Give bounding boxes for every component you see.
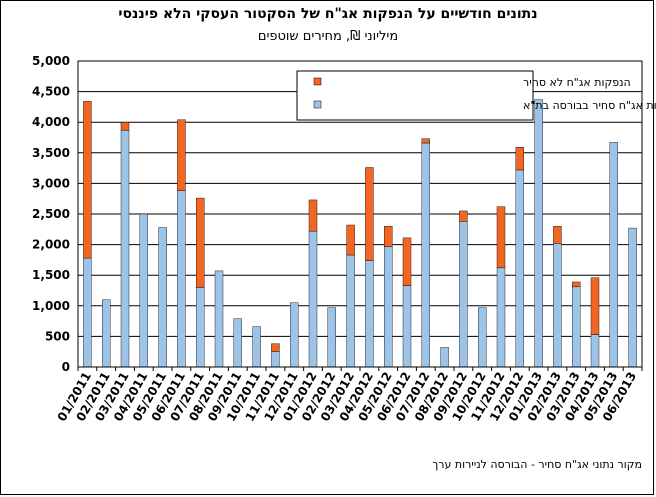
bar-listed bbox=[459, 221, 468, 368]
bar-unlisted bbox=[271, 343, 280, 352]
bar-listed bbox=[628, 227, 637, 368]
y-tick-labels: 0 500 1,000 1,500 2,000 2,500 3,000 3,500 4,000 4… bbox=[32, 54, 70, 374]
bar-unlisted bbox=[120, 121, 130, 131]
bar-unlisted bbox=[308, 199, 318, 232]
bar-listed bbox=[120, 129, 130, 368]
y-tick-label: 5,000 bbox=[32, 54, 70, 68]
bar-unlisted bbox=[515, 147, 524, 171]
legend-label-listed: הנפקות אג"ח סחיר בבורסה בת"א bbox=[523, 99, 656, 112]
y-tick-label: 500 bbox=[45, 329, 70, 343]
bar-unlisted bbox=[496, 206, 506, 269]
y-tick-label: 3,500 bbox=[32, 146, 70, 160]
bar-listed bbox=[290, 302, 299, 368]
bar-listed bbox=[139, 213, 149, 368]
bar-unlisted bbox=[572, 281, 581, 288]
bar-listed bbox=[177, 190, 186, 368]
bar-unlisted bbox=[421, 138, 430, 144]
bar-listed bbox=[252, 326, 261, 368]
y-tick-label: 0 bbox=[62, 360, 70, 374]
axes bbox=[77, 60, 643, 371]
bar-listed bbox=[271, 351, 280, 368]
x-tick-labels: 01/201102/201103/201104/201105/201106/20… bbox=[55, 370, 640, 424]
bar-listed bbox=[440, 347, 449, 368]
bar-listed bbox=[233, 318, 243, 368]
y-tick-label: 4,000 bbox=[32, 115, 70, 129]
legend-box bbox=[296, 70, 534, 121]
bar-listed bbox=[553, 243, 562, 368]
bar-listed bbox=[101, 299, 111, 368]
y-tick-label: 2,500 bbox=[32, 207, 70, 221]
bar-listed bbox=[365, 260, 374, 368]
bar-unlisted bbox=[365, 167, 374, 261]
bar-unlisted bbox=[83, 101, 92, 259]
legend-label-unlisted: הנפקות אג"ח לא סחיר bbox=[523, 76, 631, 89]
legend: הנפקות אג"ח לא סחיר הנפקות אג"ח סחיר בבו… bbox=[296, 70, 656, 121]
bar-listed bbox=[421, 142, 430, 368]
bar-listed bbox=[83, 257, 92, 368]
chart-subtitle: מיליוני ₪, מחירים שוטפים bbox=[257, 29, 399, 44]
bar-listed bbox=[384, 246, 393, 368]
bar-listed bbox=[327, 307, 336, 368]
bar-unlisted bbox=[346, 224, 355, 256]
bar-unlisted bbox=[590, 277, 600, 335]
chart-title: נתונים חודשיים על הנפקות אג"ח של הסקטור … bbox=[118, 6, 538, 22]
bar-listed bbox=[515, 169, 524, 368]
y-tick-label: 1,000 bbox=[32, 299, 70, 313]
y-tick-label: 1,500 bbox=[32, 268, 70, 282]
bar-unlisted bbox=[195, 197, 205, 288]
bar-listed bbox=[346, 254, 355, 368]
bar-listed bbox=[496, 267, 506, 368]
bar-listed bbox=[572, 286, 581, 368]
legend-swatch-unlisted bbox=[313, 77, 322, 86]
bar-listed bbox=[308, 230, 318, 368]
bar-listed bbox=[402, 285, 412, 368]
legend-swatch-listed bbox=[313, 100, 322, 109]
bar-listed bbox=[158, 227, 167, 368]
gridlines bbox=[78, 60, 642, 337]
bar-listed bbox=[214, 270, 224, 368]
bar-unlisted bbox=[384, 226, 393, 247]
y-tick-label: 4,500 bbox=[32, 85, 70, 99]
bar-listed bbox=[478, 307, 487, 368]
bar-listed bbox=[590, 334, 600, 368]
bar-unlisted bbox=[177, 119, 186, 191]
bar-listed bbox=[534, 99, 543, 368]
y-tick-label: 3,000 bbox=[32, 176, 70, 190]
source-note: מקור נתוני אג"ח סחיר - הבורסה לניירות ער… bbox=[432, 458, 642, 471]
bars bbox=[83, 99, 637, 368]
bar-unlisted bbox=[553, 226, 562, 244]
bar-listed bbox=[609, 142, 618, 368]
bar-unlisted bbox=[459, 210, 468, 222]
bar-unlisted bbox=[402, 237, 412, 286]
bar-listed bbox=[195, 287, 205, 368]
y-tick-label: 2,000 bbox=[32, 238, 70, 252]
